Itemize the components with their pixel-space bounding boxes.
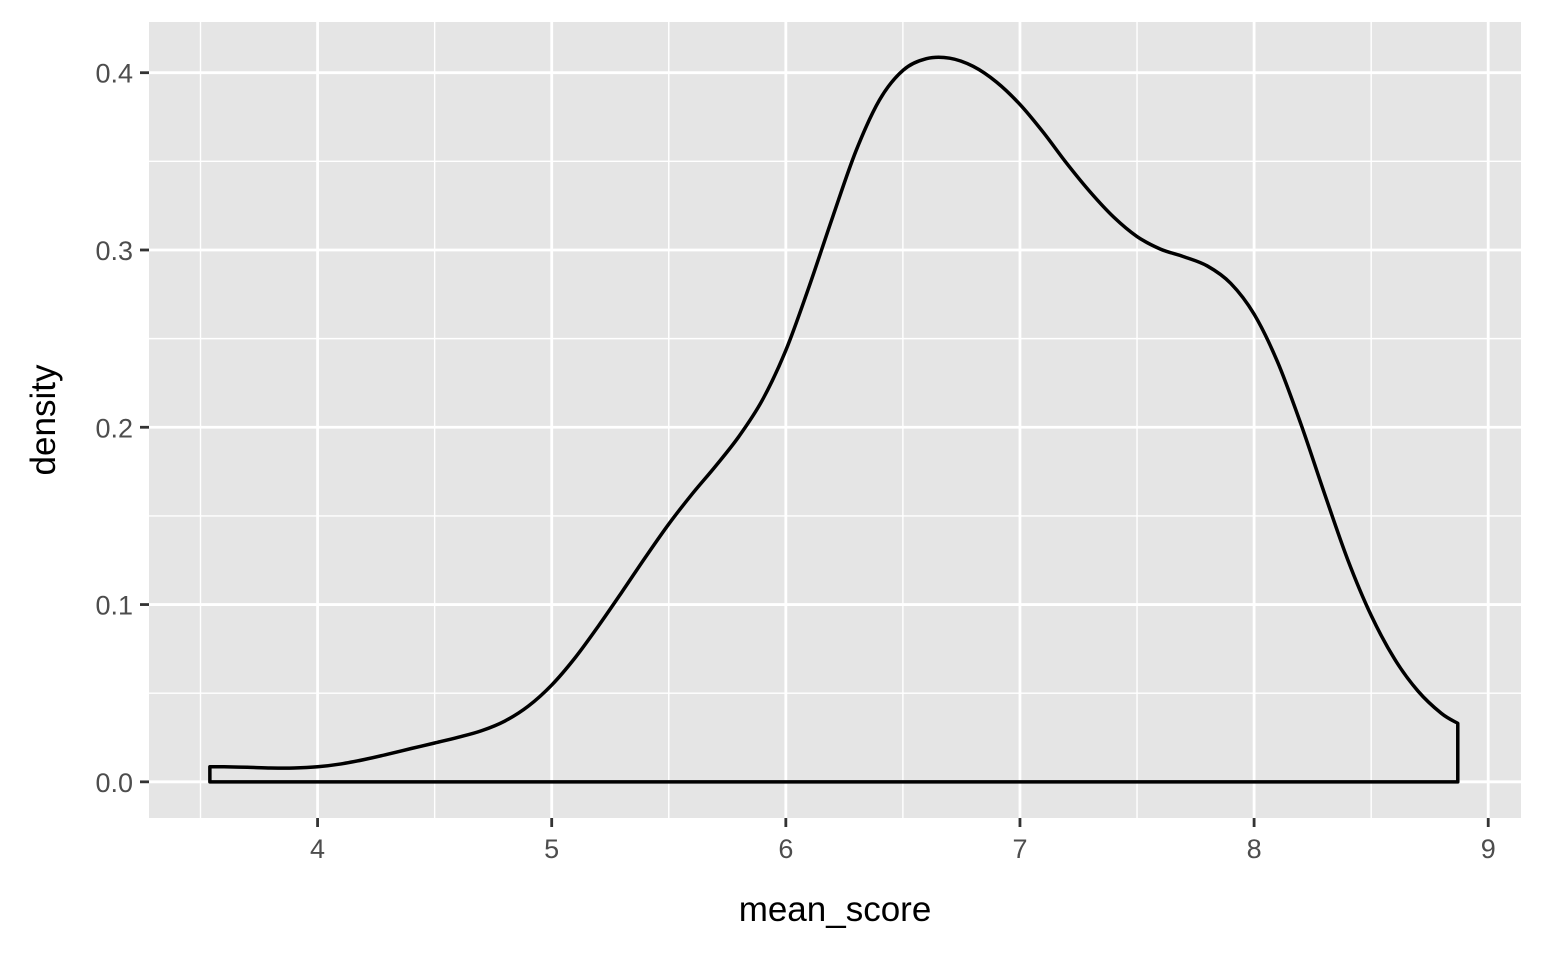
y-tick-label: 0.2 [95,413,133,443]
density-curve [208,55,1460,784]
minor-gridlines [149,22,1521,818]
y-tick-label: 0.0 [95,768,133,798]
y-tick-label: 0.3 [95,236,133,266]
x-tick-label: 7 [1012,834,1027,864]
x-axis: 4 5 6 7 8 9 [310,818,1496,864]
x-tick-label: 9 [1481,834,1496,864]
x-tick-label: 4 [310,834,325,864]
x-axis-title: mean_score [739,890,932,929]
x-tick-label: 6 [778,834,793,864]
x-tick-label: 8 [1247,834,1262,864]
y-tick-label: 0.1 [95,591,133,621]
x-tick-label: 5 [544,834,559,864]
y-axis: 0.0 0.1 0.2 0.3 0.4 [95,59,149,798]
y-tick-label: 0.4 [95,59,133,89]
y-axis-title: density [24,364,63,475]
panel-background [149,22,1521,818]
